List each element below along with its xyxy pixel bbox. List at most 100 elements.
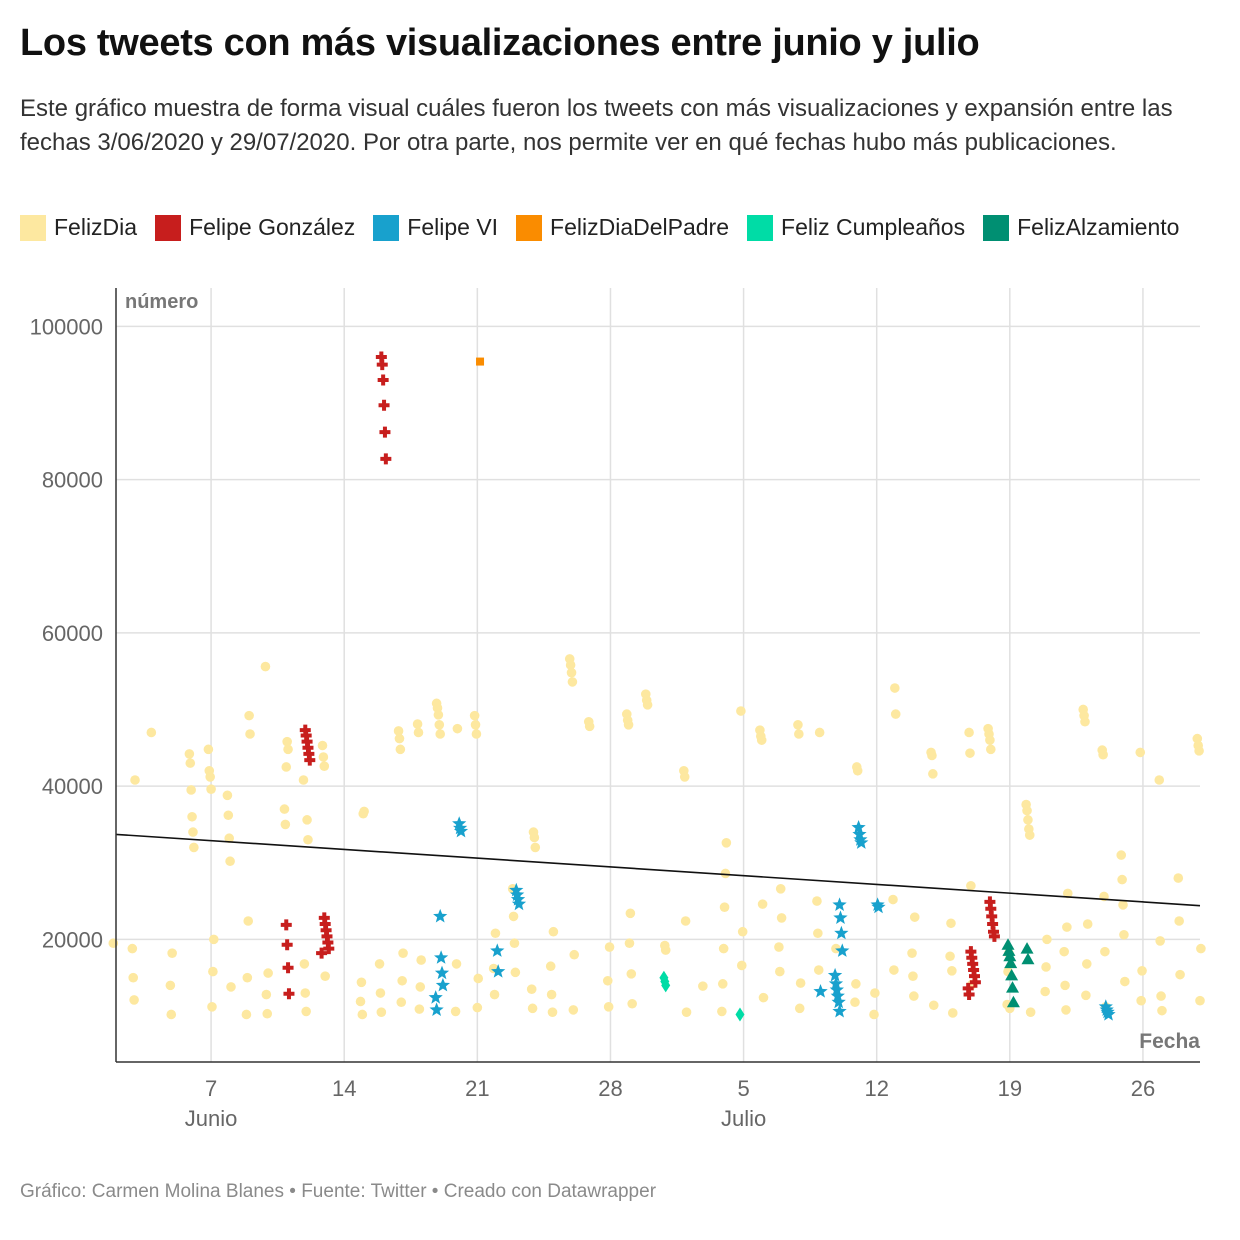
y-tick-label: 40000 <box>42 774 103 799</box>
data-point <box>793 720 803 730</box>
legend-swatch <box>516 214 543 241</box>
data-point <box>756 735 767 745</box>
data-point <box>316 947 328 959</box>
series-felipe-gonz-lez <box>280 351 1000 1001</box>
data-point <box>510 967 521 978</box>
data-point <box>832 1003 847 1018</box>
data-point <box>489 989 500 1000</box>
data-point <box>985 903 997 915</box>
data-point <box>660 945 671 955</box>
data-point <box>298 775 309 785</box>
data-point <box>758 992 769 1003</box>
data-point <box>428 990 443 1004</box>
data-point <box>1119 929 1129 940</box>
data-point <box>1154 775 1165 785</box>
y-tick-label: 100000 <box>30 314 103 339</box>
data-point <box>320 971 330 981</box>
data-point <box>827 967 843 982</box>
data-point <box>775 884 786 894</box>
data-point <box>1082 919 1093 929</box>
data-point <box>509 938 520 949</box>
data-point <box>1155 936 1165 946</box>
data-point <box>984 896 996 908</box>
data-point <box>302 742 314 754</box>
legend-item: FelizAlzamiento <box>983 214 1179 241</box>
data-point <box>835 943 850 957</box>
data-point <box>965 748 975 758</box>
chart-subtitle: Este gráfico muestra de forma visual cuá… <box>20 95 1173 156</box>
data-point <box>359 806 369 817</box>
grid <box>116 288 1200 1062</box>
legend-item: Felipe González <box>155 214 355 241</box>
data-point <box>1062 922 1072 932</box>
data-point <box>304 754 316 766</box>
data-point <box>967 958 979 970</box>
data-point <box>1135 747 1146 758</box>
data-point <box>129 995 139 1005</box>
data-point <box>203 744 214 755</box>
data-point <box>317 740 328 751</box>
data-point <box>720 868 731 879</box>
data-point <box>547 1007 558 1017</box>
x-tick-label: 12 <box>864 1076 888 1101</box>
data-point <box>757 899 768 909</box>
data-point <box>189 842 199 853</box>
data-point <box>985 735 995 745</box>
legend-label: Felipe González <box>189 214 356 240</box>
data-point <box>184 749 195 759</box>
data-point <box>508 911 519 922</box>
data-point <box>1003 949 1017 962</box>
data-point <box>1175 969 1185 980</box>
data-point <box>1196 943 1206 954</box>
data-point <box>1101 1007 1116 1021</box>
data-point <box>415 982 426 992</box>
data-point <box>1022 805 1032 816</box>
legend-item: FelizDia <box>20 214 137 241</box>
data-point <box>472 1002 483 1013</box>
data-point <box>871 899 886 914</box>
data-point <box>166 1009 177 1020</box>
data-point <box>736 706 746 716</box>
data-point <box>282 962 294 974</box>
data-point <box>452 816 467 830</box>
data-point <box>473 973 484 984</box>
data-point <box>414 1004 425 1014</box>
data-point <box>584 721 595 732</box>
legend-swatch <box>20 214 46 241</box>
data-point <box>470 720 481 730</box>
chart-legend: FelizDia Felipe González Felipe VI FelizDia… <box>20 214 1197 241</box>
data-point <box>318 752 329 762</box>
data-point <box>775 966 785 977</box>
x-tick-label: 14 <box>332 1076 356 1101</box>
data-point <box>377 374 389 386</box>
data-point <box>832 897 847 911</box>
data-point <box>376 1007 387 1017</box>
data-point <box>966 952 978 964</box>
data-point <box>396 997 407 1008</box>
data-point <box>1118 900 1128 910</box>
data-point <box>1173 873 1184 883</box>
data-point <box>1195 995 1205 1006</box>
data-point <box>721 838 732 848</box>
data-point <box>282 736 292 747</box>
data-point <box>567 677 578 687</box>
data-point <box>188 827 198 837</box>
data-point <box>245 729 255 739</box>
data-point <box>380 453 392 465</box>
data-point <box>945 951 955 962</box>
data-point <box>244 710 254 721</box>
data-point <box>1098 749 1108 760</box>
legend-label: FelizAlzamiento <box>1017 214 1180 240</box>
data-point <box>453 823 469 838</box>
data-point <box>434 965 450 980</box>
data-point <box>393 726 404 736</box>
series-felizdia <box>108 654 1206 1020</box>
data-point <box>1081 990 1091 1001</box>
data-point <box>490 943 505 957</box>
data-point <box>908 971 918 981</box>
data-point <box>510 887 525 901</box>
data-point <box>435 977 450 992</box>
data-point <box>681 1007 692 1017</box>
data-point <box>735 1007 745 1022</box>
data-point <box>814 727 825 738</box>
